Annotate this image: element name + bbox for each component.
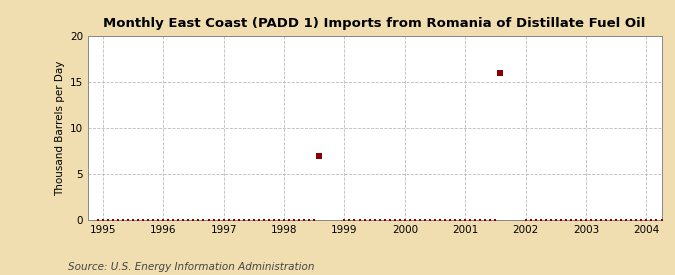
Y-axis label: Thousand Barrels per Day: Thousand Barrels per Day — [55, 60, 65, 196]
Title: Monthly East Coast (PADD 1) Imports from Romania of Distillate Fuel Oil: Monthly East Coast (PADD 1) Imports from… — [103, 17, 646, 31]
Text: Source: U.S. Energy Information Administration: Source: U.S. Energy Information Administ… — [68, 262, 314, 272]
